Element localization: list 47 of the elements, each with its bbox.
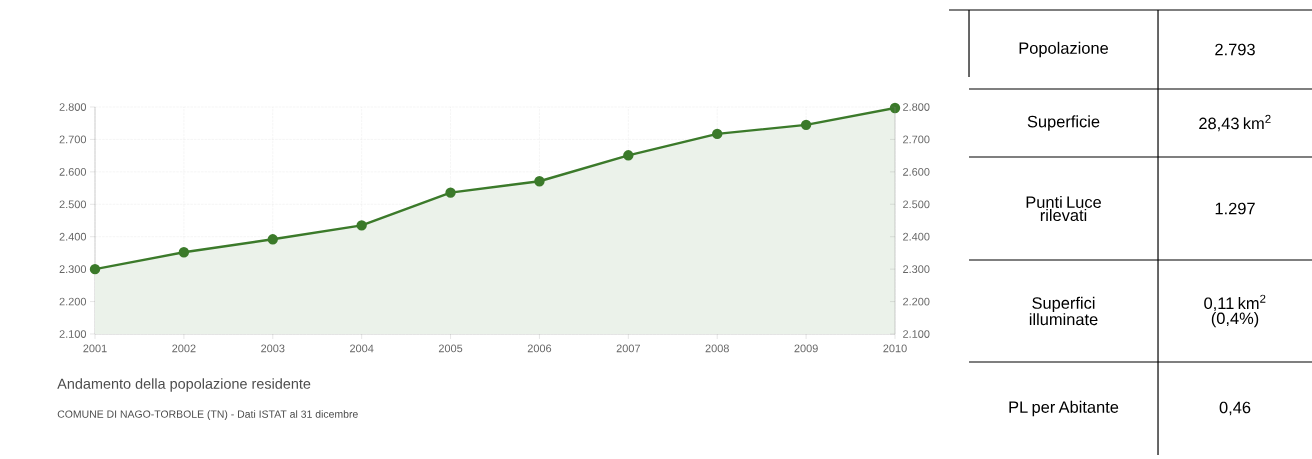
x-tick-label: 2001 [83, 344, 107, 353]
y2-tick-label: 2.400 [903, 232, 930, 241]
y-tick-label: 2.500 [59, 200, 87, 209]
y-tick-label: 2.400 [59, 232, 87, 241]
text: 0,11 km$^{2}$ (0,4%) [1204, 294, 1266, 328]
category-label: Punti Luce rilevati [1026, 195, 1101, 222]
y-tick-label: 2.600 [59, 167, 87, 176]
y-tick-label: 2.700 [59, 135, 87, 144]
y2-tick-label: 2.300 [903, 265, 930, 274]
point [445, 187, 456, 198]
y2-tick-label: 2.800 [903, 103, 930, 111]
x-tick-label: 2004 [350, 344, 374, 353]
point [623, 150, 634, 161]
category-label: PL per Abitante [1009, 400, 1119, 417]
category-label: Popolazione [1019, 41, 1108, 58]
y2-tick-label: 2.500 [903, 200, 930, 209]
y-tick-label: 2.100 [59, 330, 87, 338]
y2-tick-label: 2.100 [903, 330, 930, 338]
text: 1.297 [1215, 202, 1255, 215]
y-tick-label: 2.200 [59, 297, 87, 306]
y2-tick-label: 2.200 [903, 297, 930, 306]
y2-tick-label: 2.600 [903, 167, 930, 176]
text: 2.793 [1215, 43, 1255, 56]
x-tick-label: 2010 [883, 344, 907, 353]
point [712, 128, 723, 140]
point [178, 247, 190, 258]
point [267, 234, 278, 245]
y-tick-label: 2.300 [59, 265, 87, 274]
category-label: Superfici illuminate [1029, 296, 1098, 326]
x-tick-label: 2006 [527, 344, 552, 353]
x-tick-label: 2007 [616, 344, 640, 353]
point [534, 176, 545, 187]
x-tick-label: 2002 [172, 344, 196, 353]
y-tick-label: 2.800 [59, 103, 87, 111]
text: 0,46 [1219, 401, 1251, 416]
x-tick-label: 2003 [261, 344, 285, 353]
x-tick-label: 2008 [705, 344, 729, 353]
text: Andamento della popolazione residente [57, 378, 311, 392]
x-tick-label: 2009 [794, 344, 818, 353]
point [356, 220, 367, 231]
text: COMUNE DI NAGO-TORBOLE (TN) - Dati ISTAT al 31 dicembre [57, 410, 358, 420]
point [800, 119, 812, 131]
point [89, 263, 101, 275]
text: 28,43 km$^{2}$ [1199, 114, 1271, 132]
x-tick-label: 2005 [438, 344, 463, 353]
category-label: Superficie [1027, 115, 1100, 131]
y2-tick-label: 2.700 [903, 135, 930, 144]
